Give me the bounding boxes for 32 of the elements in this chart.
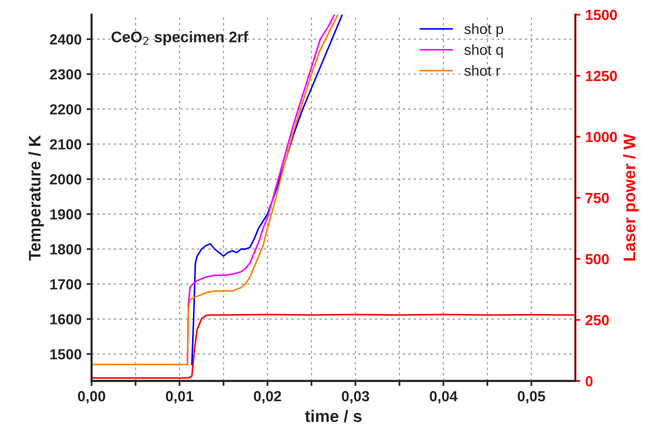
y-tick-label: 1600 — [50, 314, 82, 324]
line-series — [92, 14, 339, 366]
x-tick-label: 0,03 — [342, 391, 370, 404]
y2-tick-label: 1500 — [586, 10, 617, 20]
y2-tick-label: 1250 — [586, 70, 617, 82]
y-axis-title: Temperature / K — [28, 135, 44, 260]
y2-tick-label: 250 — [586, 315, 609, 326]
x-tick-label: 0,04 — [430, 391, 458, 404]
y2-tick-label: 500 — [586, 254, 609, 264]
y-tick-label: 1700 — [50, 279, 82, 290]
y-tick-label: 1500 — [50, 349, 82, 360]
y-tick-label: 1800 — [50, 244, 82, 254]
annotation: CeO$_{2}$ specimen 2rf — [112, 31, 248, 46]
y2-axis-title: Laser power / W — [623, 134, 639, 261]
y-tick-label: 2100 — [50, 139, 82, 150]
x-tick-label: 0,00 — [78, 391, 106, 404]
x-axis-title: time / s — [304, 410, 362, 422]
y2-tick-label: 750 — [586, 192, 609, 204]
legend-label: shot r — [464, 65, 500, 76]
y-tick-label: 2400 — [50, 34, 82, 45]
y2-tick-label: 0 — [586, 376, 593, 386]
y2-tick-label: 1000 — [586, 132, 617, 142]
x-tick-label: 0,01 — [166, 391, 194, 404]
x-tick-label: 0,05 — [518, 391, 546, 404]
y-tick-label: 2200 — [50, 104, 82, 115]
y-tick-label: 2000 — [50, 174, 82, 185]
y-tick-label: 2300 — [50, 69, 82, 80]
line-series — [92, 314, 576, 379]
y-tick-label: 1900 — [50, 209, 82, 220]
x-tick-label: 0,02 — [254, 391, 282, 404]
legend-label: shot q — [464, 44, 503, 58]
legend-label: shot p — [464, 23, 504, 37]
